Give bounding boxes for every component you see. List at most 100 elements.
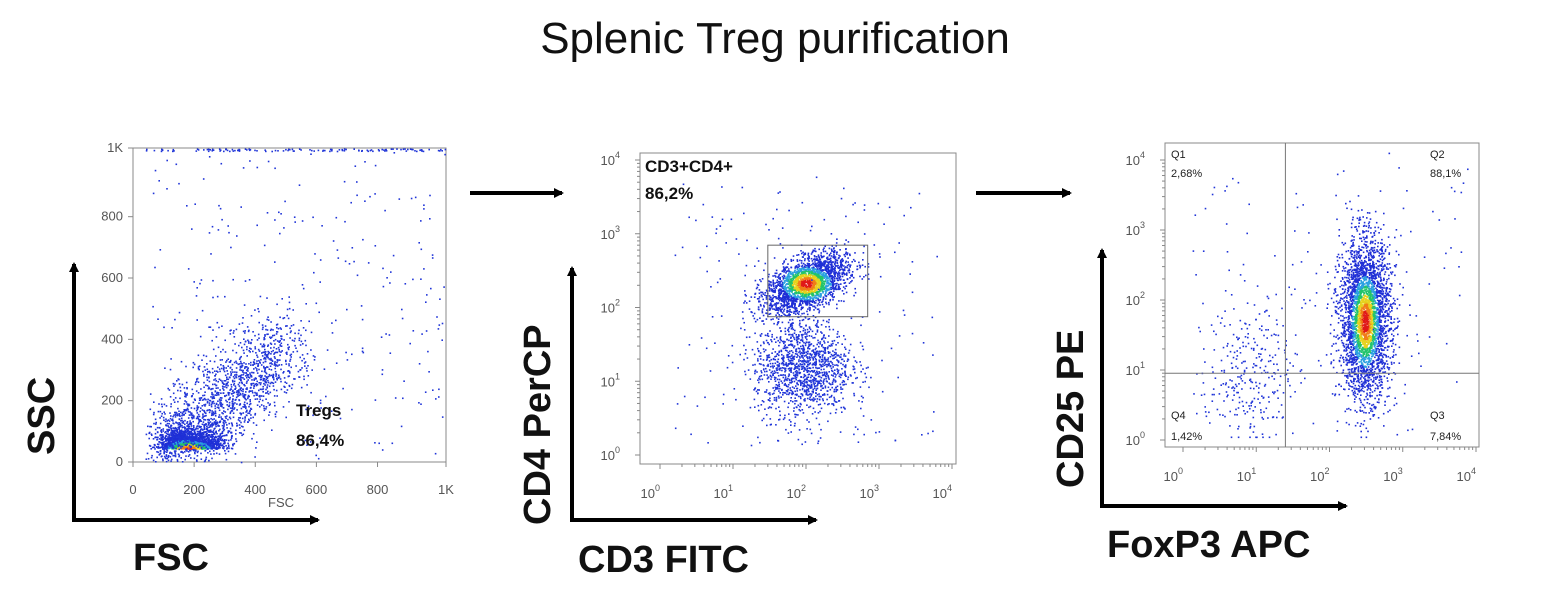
event-dot: [796, 260, 799, 262]
event-dot: [204, 444, 206, 447]
event-dot: [268, 414, 270, 416]
event-dot: [223, 428, 226, 431]
event-dot: [187, 455, 190, 457]
event-dot: [201, 417, 204, 419]
event-dot: [155, 421, 157, 424]
event-dot: [265, 376, 268, 378]
event-dot: [322, 149, 325, 152]
event-dot: [201, 435, 204, 438]
event-dot: [791, 282, 794, 285]
event-dot: [251, 390, 254, 392]
event-dot: [207, 398, 209, 401]
event-dot: [232, 403, 235, 406]
event-dot: [257, 308, 259, 310]
event-dot: [213, 379, 215, 381]
event-dot: [227, 418, 229, 421]
event-dot: [202, 394, 204, 397]
event-dot: [186, 425, 188, 428]
event-dot: [188, 449, 191, 452]
event-dot: [180, 430, 182, 432]
event-dot: [201, 423, 204, 426]
event-dot: [804, 264, 806, 266]
event-dot: [298, 184, 301, 186]
event-dot: [255, 424, 258, 426]
event-dot: [179, 423, 182, 425]
event-dot: [425, 330, 428, 332]
event-dot: [172, 150, 174, 153]
event-dot: [211, 412, 214, 415]
event-dot: [802, 251, 804, 254]
event-dot: [235, 371, 238, 374]
event-dot: [194, 428, 197, 431]
event-dot: [211, 457, 213, 460]
event-dot: [795, 282, 798, 285]
event-dot: [184, 428, 186, 430]
event-dot: [176, 430, 179, 432]
event-dot: [243, 393, 246, 396]
event-dot: [180, 441, 182, 443]
event-dot: [171, 446, 173, 448]
event-dot: [252, 433, 255, 435]
event-dot: [310, 349, 312, 351]
event-dot: [441, 150, 443, 152]
event-dot: [249, 390, 252, 392]
event-dot: [247, 394, 250, 397]
event-dot: [807, 277, 809, 279]
event-dot: [228, 398, 231, 400]
event-dot: [259, 295, 262, 298]
event-dot: [833, 250, 835, 253]
event-dot: [174, 442, 177, 444]
event-dot: [197, 433, 199, 435]
event-dot: [205, 431, 207, 433]
event-dot: [758, 297, 760, 300]
event-dot: [160, 430, 162, 432]
event-dot: [288, 296, 290, 298]
event-dot: [264, 375, 266, 377]
event-dot: [796, 259, 799, 261]
event-dot: [182, 422, 185, 424]
event-dot: [214, 405, 216, 407]
event-dot: [239, 365, 242, 368]
event-dot: [242, 377, 244, 379]
event-dot: [237, 383, 240, 386]
event-dot: [241, 363, 243, 365]
event-dot: [829, 257, 832, 260]
event-dot: [240, 374, 243, 376]
event-dot: [197, 443, 199, 446]
event-dot: [218, 414, 221, 416]
event-dot: [206, 401, 209, 404]
event-dot: [252, 331, 254, 333]
event-dot: [758, 296, 761, 298]
event-dot: [201, 399, 204, 401]
y-tick-label: 1K: [107, 140, 123, 155]
event-dot: [303, 378, 305, 381]
event-dot: [177, 424, 180, 426]
event-dot: [221, 405, 223, 408]
event-dot: [203, 381, 205, 384]
event-dot: [193, 436, 196, 438]
event-dot: [165, 449, 168, 451]
event-dot: [187, 433, 189, 436]
event-dot: [407, 148, 409, 151]
event-dot: [210, 253, 212, 255]
event-dot: [233, 336, 236, 338]
event-dot: [255, 394, 258, 396]
event-dot: [241, 346, 243, 349]
event-dot: [170, 452, 173, 454]
event-dot: [361, 318, 364, 321]
event-dot: [416, 150, 418, 153]
event-dot: [246, 376, 248, 379]
event-dot: [303, 362, 306, 364]
event-dot: [197, 366, 200, 368]
event-dot: [172, 420, 174, 422]
event-dot: [854, 291, 857, 294]
event-dot: [346, 359, 349, 361]
event-dot: [195, 459, 198, 461]
event-dot: [208, 438, 210, 441]
event-dot: [156, 456, 158, 459]
event-dot: [203, 397, 206, 400]
event-dot: [243, 352, 245, 354]
event-dot: [206, 148, 209, 151]
event-dot: [276, 377, 278, 380]
event-dot: [192, 428, 195, 431]
